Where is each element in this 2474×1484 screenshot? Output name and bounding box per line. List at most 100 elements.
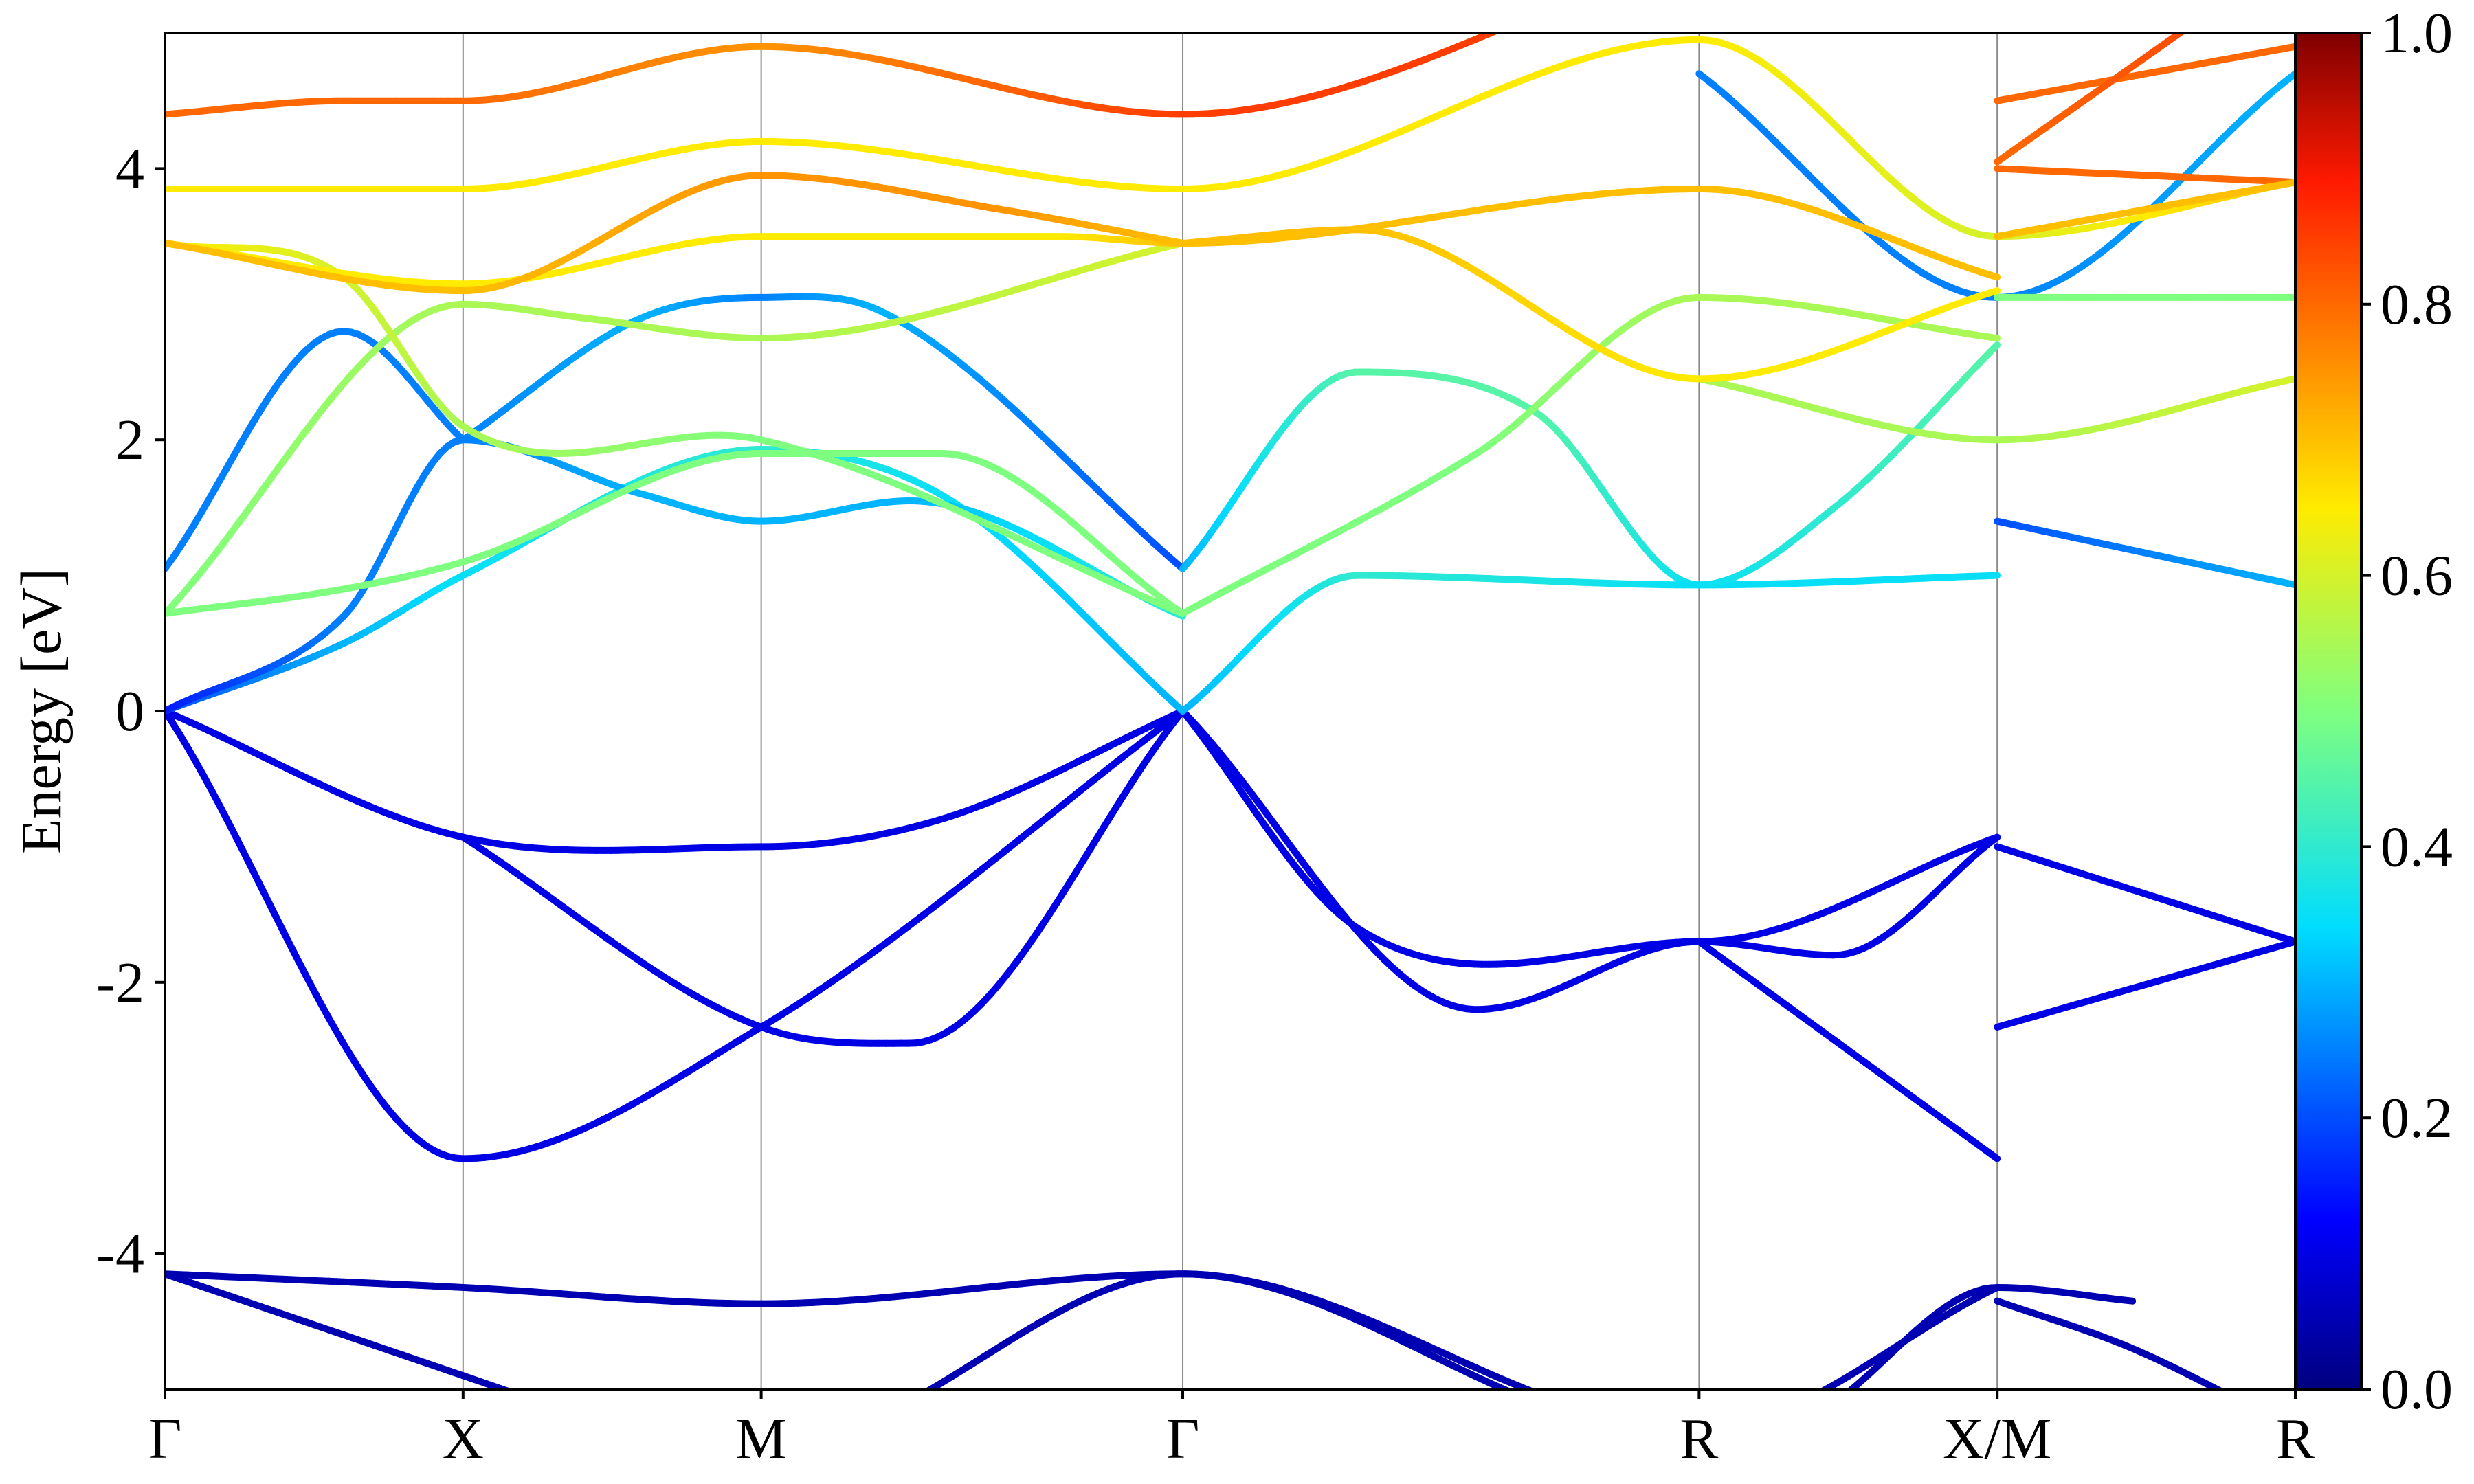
- band-segment: [1587, 1424, 1595, 1427]
- band-segment: [2221, 0, 2229, 4]
- band-line: [165, 449, 1187, 617]
- band-segment: [687, 1448, 694, 1450]
- band-segment: [1513, 21, 1520, 24]
- band-segment: [1572, 1417, 1580, 1420]
- band-line: [1994, 179, 2295, 240]
- band-line: [165, 36, 2295, 240]
- band-segment: [888, 1409, 895, 1413]
- band-line: [459, 708, 1187, 1047]
- band-segment: [1610, 1417, 1618, 1419]
- band-line: [1179, 368, 2001, 589]
- band-segment: [1986, 341, 2001, 356]
- x-tick-label: R: [1680, 1407, 1718, 1471]
- colorbar-tick-label: 0.4: [2381, 815, 2453, 879]
- band-line: [1994, 843, 2295, 945]
- band-segment: [642, 1435, 649, 1437]
- band-segment: [1595, 1413, 1603, 1415]
- band-segment: [1565, 1414, 1572, 1417]
- band-segment: [1595, 1426, 1603, 1430]
- band-segment: [2228, 1395, 2236, 1399]
- band-segment: [657, 1439, 665, 1441]
- y-tick-label: 2: [115, 408, 144, 472]
- band-segment: [620, 1428, 627, 1430]
- band-line: [1994, 938, 2295, 1031]
- band-segment: [2236, 1399, 2243, 1403]
- band-segment: [2258, 1410, 2266, 1415]
- band-segment: [515, 1394, 523, 1397]
- band-segment: [717, 1457, 724, 1459]
- band-segment: [560, 1409, 568, 1412]
- band-line: [1179, 341, 2001, 715]
- band-line: [165, 1270, 731, 1461]
- band-segment: [627, 1430, 634, 1432]
- band-segment: [1986, 333, 2001, 342]
- band-segment: [1565, 0, 1572, 2]
- band-segment: [1729, 1426, 1737, 1427]
- band-segment: [1669, 1428, 1677, 1429]
- band-segment: [2251, 1407, 2258, 1411]
- band-segment: [1811, 1393, 1818, 1397]
- colorbar-tick-label: 0.8: [2381, 273, 2453, 337]
- band-segment: [1640, 1446, 1647, 1449]
- band-segment: [1550, 1408, 1558, 1411]
- band-segment: [1986, 1149, 2001, 1162]
- band-line: [165, 708, 1187, 1162]
- band-segment: [679, 1446, 687, 1448]
- band-segment: [582, 1416, 590, 1418]
- band-segment: [1543, 1395, 1550, 1398]
- colorbar-axis: 0.0 0.2 0.4 0.6 0.8 1.0: [2361, 1, 2453, 1421]
- band-segment: [553, 1406, 560, 1409]
- band-segment: [1846, 1388, 1852, 1389]
- band-segment: [1789, 1404, 1796, 1408]
- x-tick-label: M: [735, 1407, 787, 1471]
- band-segment: [1603, 1430, 1610, 1433]
- band-segment: [1520, 18, 1528, 21]
- colorbar-tick-label: 1.0: [2381, 1, 2453, 65]
- band-segment: [1558, 1402, 1565, 1404]
- band-segment: [1647, 1448, 1655, 1452]
- band-segment: [895, 1405, 903, 1409]
- band-segment: [504, 1387, 513, 1389]
- band-line: [1994, 165, 2295, 186]
- band-segment: [1565, 1404, 1573, 1406]
- band-segment: [1752, 1419, 1759, 1421]
- band-segment: [545, 1404, 553, 1406]
- band-segment: [523, 1396, 531, 1399]
- x-axis: Γ X M Γ R X/M R: [148, 1389, 2315, 1471]
- band-segment: [709, 1455, 717, 1457]
- colorbar: [2294, 32, 2363, 1391]
- band-segment: [1986, 287, 2001, 297]
- band-segment: [1558, 1411, 1565, 1414]
- band-segment: [1625, 1439, 1632, 1443]
- band-segment: [1587, 1411, 1595, 1413]
- band-segment: [1647, 1426, 1655, 1427]
- y-axis-label: Energy [eV]: [10, 568, 74, 854]
- band-segment: [2243, 1403, 2251, 1407]
- band-line: [1179, 708, 2001, 968]
- band-segment: [1759, 1417, 1766, 1420]
- band-segment: [724, 1459, 731, 1461]
- x-tick-label: Γ: [148, 1407, 182, 1471]
- x-tick-label: X/M: [1943, 1407, 2052, 1471]
- band-segment: [1766, 1414, 1774, 1417]
- band-segment: [1796, 1401, 1804, 1404]
- band-segment: [665, 1441, 672, 1443]
- band-line: [1695, 375, 2295, 444]
- band-segment: [2191, 20, 2198, 25]
- band-segment: [917, 1393, 925, 1397]
- band-segment: [530, 1399, 537, 1402]
- band-segment: [1172, 238, 1187, 247]
- band-segment: [1550, 5, 1558, 8]
- band-line: [165, 186, 2001, 288]
- band-segment: [702, 1452, 709, 1454]
- band-segment: [1617, 1436, 1625, 1439]
- band-segment: [2181, 33, 2186, 34]
- band-segment: [1655, 1426, 1662, 1427]
- band-line: [1846, 1283, 2137, 1389]
- band-segment: [1543, 1405, 1550, 1408]
- band-segment: [1803, 1397, 1811, 1401]
- band-segment: [1617, 1419, 1625, 1421]
- band-line: [1179, 226, 2001, 383]
- band-segment: [1580, 1420, 1587, 1423]
